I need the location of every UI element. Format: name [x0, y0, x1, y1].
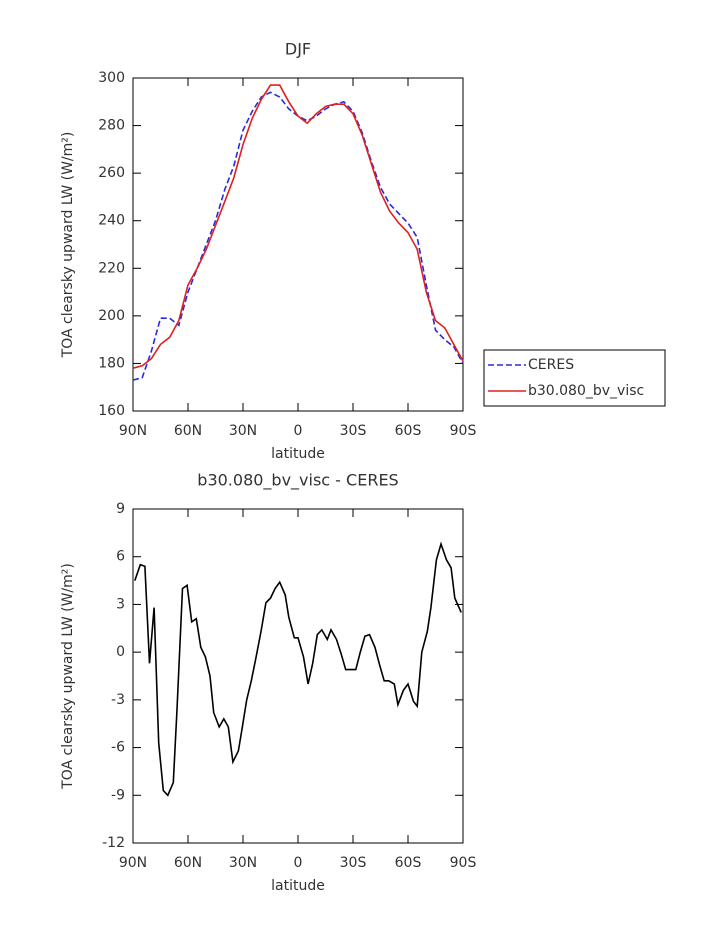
- x-tick-label: 60N: [174, 423, 202, 439]
- y-tick-label: -6: [111, 740, 125, 756]
- y-tick-label: 280: [98, 118, 125, 134]
- x-tick-label: 0: [294, 855, 303, 871]
- plot-frame: [132, 77, 464, 412]
- y-tick-label: 3: [116, 596, 125, 612]
- data-line: [132, 91, 464, 381]
- y-tick-label: -3: [111, 692, 125, 708]
- y-tick-label: 180: [98, 355, 125, 371]
- x-tick-label: 30N: [229, 855, 257, 871]
- x-tick-label: 60S: [395, 423, 422, 439]
- x-tick-label: 30N: [229, 423, 257, 439]
- x-tick-label: 30S: [340, 855, 367, 871]
- y-tick-label: -9: [111, 787, 125, 803]
- legend-box: [483, 349, 666, 407]
- x-axis-label: latitude: [271, 446, 325, 462]
- x-tick-label: 60N: [174, 855, 202, 871]
- data-line: [132, 84, 464, 369]
- y-tick-label: 220: [98, 260, 125, 276]
- x-axis-label: latitude: [271, 878, 325, 894]
- y-tick-label: 0: [116, 644, 125, 660]
- x-tick-label: 90S: [450, 423, 477, 439]
- x-tick-label: 30S: [340, 423, 367, 439]
- plot-frame: [132, 508, 464, 844]
- x-tick-label: 60S: [395, 855, 422, 871]
- y-tick-label: -12: [102, 835, 125, 851]
- y-tick-label: 240: [98, 213, 125, 229]
- legend-label: CERES: [528, 357, 574, 373]
- x-tick-label: 0: [294, 423, 303, 439]
- y-tick-label: 300: [98, 70, 125, 86]
- x-tick-label: 90N: [119, 855, 147, 871]
- y-axis-label: TOA clearsky upward LW (W/m²): [60, 132, 76, 359]
- y-tick-label: 9: [116, 501, 125, 517]
- chart-title: DJF: [285, 40, 311, 59]
- x-tick-label: 90N: [119, 423, 147, 439]
- chart-title: b30.080_bv_visc - CERES: [197, 471, 398, 491]
- y-axis-label: TOA clearsky upward LW (W/m²): [60, 563, 76, 790]
- legend-label: b30.080_bv_visc: [528, 383, 644, 399]
- x-tick-label: 90S: [450, 855, 477, 871]
- y-tick-label: 160: [98, 403, 125, 419]
- data-line: [134, 541, 462, 797]
- y-tick-label: 260: [98, 165, 125, 181]
- y-tick-label: 6: [116, 549, 125, 565]
- y-tick-label: 200: [98, 308, 125, 324]
